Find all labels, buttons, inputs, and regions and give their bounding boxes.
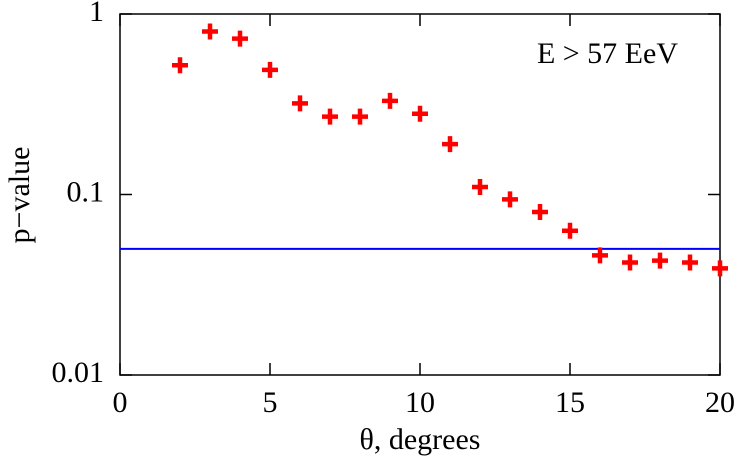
point — [592, 247, 608, 264]
point — [502, 191, 518, 208]
point — [322, 108, 338, 125]
point — [382, 92, 398, 109]
point — [562, 222, 578, 239]
x-axis-label: θ, degrees — [360, 423, 481, 456]
x-tick-label: 15 — [555, 386, 585, 419]
point — [412, 105, 428, 122]
x-tick-label: 10 — [405, 386, 435, 419]
point — [292, 95, 308, 112]
y-tick-label: 0.1 — [67, 175, 105, 208]
point — [232, 30, 248, 47]
point — [652, 252, 668, 269]
point — [622, 254, 638, 271]
y-tick-label: 1 — [89, 0, 104, 28]
point — [532, 203, 548, 220]
point — [202, 23, 218, 40]
point — [712, 260, 728, 277]
x-tick-label: 20 — [705, 386, 735, 419]
point — [352, 108, 368, 125]
point — [172, 57, 188, 74]
x-tick-label: 5 — [263, 386, 278, 419]
y-axis-label: p−value — [3, 147, 36, 244]
x-tick-label: 0 — [113, 386, 128, 419]
y-tick-label: 0.01 — [52, 356, 105, 389]
point — [682, 254, 698, 271]
point — [472, 179, 488, 196]
point — [442, 136, 458, 153]
point — [262, 61, 278, 78]
annotation: E > 57 EeV — [537, 37, 678, 70]
